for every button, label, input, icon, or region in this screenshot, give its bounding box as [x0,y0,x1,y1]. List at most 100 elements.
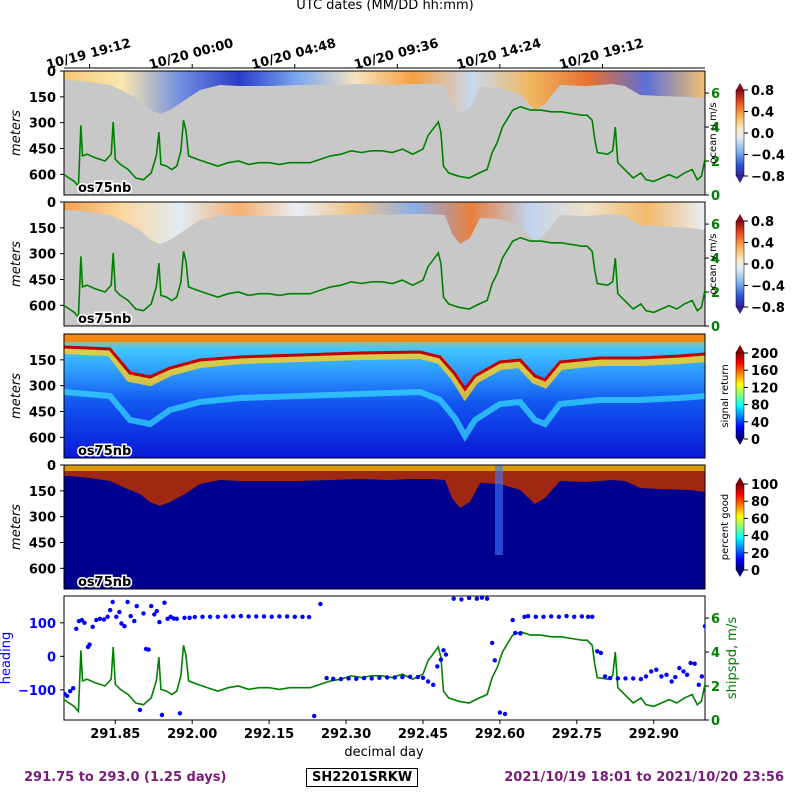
heading-point [223,614,228,619]
colorbar-tick-label: 80 [751,495,769,510]
bad-column [495,465,503,555]
heading-point [407,674,413,679]
x-tick-label: 292.90 [629,727,679,742]
heading-point [484,596,490,601]
heading-point [152,612,157,617]
heading-point [664,672,669,677]
y-tick-label: 600 [29,168,56,183]
colorbar: 0.8 0.4 0.0 −0.4 −0.8 ocean u m/s [708,83,785,185]
signal-band [64,345,705,392]
ship-speed-line [64,630,705,714]
colorbar-tick-label: 0 [751,433,760,448]
heading-point [128,613,133,619]
heading-point [141,611,146,616]
heading-point [125,599,130,605]
heading-point [215,614,220,619]
heading-point [361,675,367,681]
speed-ticks: 6 4 2 0 [705,612,720,729]
y-ticks: 0 150 300 450 600 [29,459,64,577]
colorbar-label: ocean u m/s [708,102,719,163]
colorbar-ticks: 0.8 0.4 0.0 −0.4 −0.8 [744,84,785,185]
heading-point [425,679,431,684]
heading-point [200,614,205,619]
heading-point [590,614,595,619]
heading-point [238,613,244,619]
colorbar-tick-label: −0.4 [751,280,785,295]
speed-tick-label: 2 [711,680,720,695]
heading-point [659,674,664,679]
heading-point [692,661,697,666]
y-tick-label: 300 [29,117,56,132]
colorbar-label: signal return [720,364,731,427]
y-tick-label: 450 [29,274,56,289]
velocity-valid-region [64,71,705,114]
ship-speed-line [64,236,705,320]
y-axis-label: meters [9,373,24,419]
y-tick-label: 450 [29,143,56,158]
heading-point [97,616,103,621]
y-tick-label: 150 [29,354,56,369]
heading-point [119,621,124,626]
y-tick-label: 0 [47,65,56,80]
heading-point [292,614,297,619]
x-tick-label: 292.45 [398,727,448,742]
heading-point [673,674,678,680]
speed-tick-label: 4 [711,252,720,267]
heading-point [108,607,113,613]
footer-day-range: 291.75 to 293.0 (1.25 days) [24,770,227,785]
colorbar-tick-label: 200 [751,347,778,362]
y-tick-label: 150 [29,485,56,500]
colorbar-tick-label: 0.4 [751,237,774,252]
speed-tick-label: 0 [711,189,720,204]
colorbar-tick-label: 0.4 [751,106,774,121]
heading-point [420,675,426,680]
percent-good-high [64,465,705,508]
heading-point [623,676,628,681]
heading-point [443,652,449,657]
heading-point [157,619,162,625]
heading-point [479,596,485,600]
heading-point [602,674,608,679]
heading-point [177,711,183,716]
colorbar-tick-label: 100 [751,478,778,493]
y-ticks: 0 150 300 450 600 [29,65,64,183]
heading-point [702,624,705,629]
heading-point [94,617,99,623]
heading-point [497,710,503,715]
heading-point [261,614,267,619]
heading-point [492,658,497,663]
x-tick-label: 292.60 [475,727,525,742]
ship-speed-line [64,105,705,189]
x-tick-label: 292.30 [321,727,371,742]
heading-point [207,614,213,619]
instrument-label: os75nb [78,312,131,327]
heading-point [377,675,382,680]
instrument-label: os75nb [78,444,131,459]
colorbar-tick-label: 80 [751,399,769,414]
y-axis-label: meters [9,241,24,287]
heading-point [187,615,192,620]
heading-point [459,597,464,602]
colorbar-tick-label: −0.4 [751,149,785,164]
heading-point [451,596,456,601]
speed-tick-label: 6 [711,87,720,102]
x-ticks: 291.85 292.00 292.15 292.30 292.45 292.60 292.… [90,720,679,742]
y-ticks: 150 300 450 600 [29,354,64,446]
signal-band [64,388,705,442]
colorbar-tick-label: 40 [751,416,769,431]
heading-point [431,682,436,687]
heading-point [246,614,251,619]
heading-tick-label: 100 [29,617,56,632]
heading-point [90,624,95,629]
y-tick-label: 150 [29,222,56,237]
y-tick-label: 0 [47,459,56,474]
heading-point [384,675,390,680]
heading-point [392,675,397,680]
heading-ticks: 100 0 −100 [18,617,64,699]
heading-point [669,679,674,684]
right-speed-ticks: 6 4 2 0 [705,87,720,204]
